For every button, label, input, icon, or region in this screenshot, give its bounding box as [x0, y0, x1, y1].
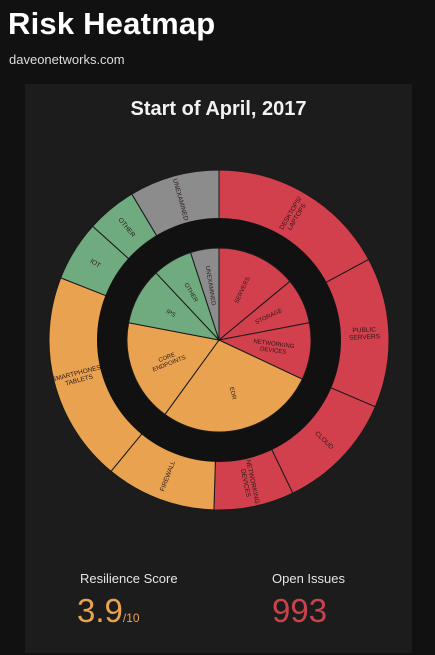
resilience-score-label: Resilience Score: [80, 571, 178, 586]
inner-segment-unexamined[interactable]: [189, 247, 220, 341]
outer-label-public-servers: PUBLICSERVERS: [349, 326, 381, 342]
resilience-score-number: 3.9: [77, 592, 123, 629]
risk-sunburst-chart: DESKTOPS/LAPTOPSPUBLICSERVERSCLOUDNETWOR…: [48, 169, 390, 511]
outer-label-iot: IOT: [89, 258, 102, 270]
ring-separator: [97, 218, 341, 462]
site-url[interactable]: daveonetworks.com: [9, 52, 125, 67]
inner-label-ips: IPS: [165, 309, 176, 319]
chart-title: Start of April, 2017: [130, 98, 307, 120]
open-issues-value: 993: [272, 592, 328, 629]
resilience-score-denominator: /10: [122, 611, 140, 625]
inner-segment-servers[interactable]: [218, 247, 291, 342]
inner-label-networking-devices: NETWORKINGDEVICES: [252, 339, 295, 357]
page-title: Risk Heatmap: [8, 6, 216, 41]
inner-segment-edr[interactable]: [164, 339, 303, 433]
inner-label-edr: EDR: [228, 387, 237, 401]
open-issues-label: Open Issues: [272, 571, 345, 586]
heatmap-card: Start of April, 2017 DESKTOPS/LAPTOPS PUB…: [25, 84, 412, 653]
inner-segment-core-endpoints[interactable]: [126, 322, 220, 416]
resilience-score-value: 3.9/10: [77, 594, 140, 627]
inner-ring: SERVERSSTORAGENETWORKINGDEVICESEDRCOREEN…: [126, 247, 312, 433]
outer-ring: DESKTOPS/LAPTOPSPUBLICSERVERSCLOUDNETWOR…: [48, 169, 390, 511]
